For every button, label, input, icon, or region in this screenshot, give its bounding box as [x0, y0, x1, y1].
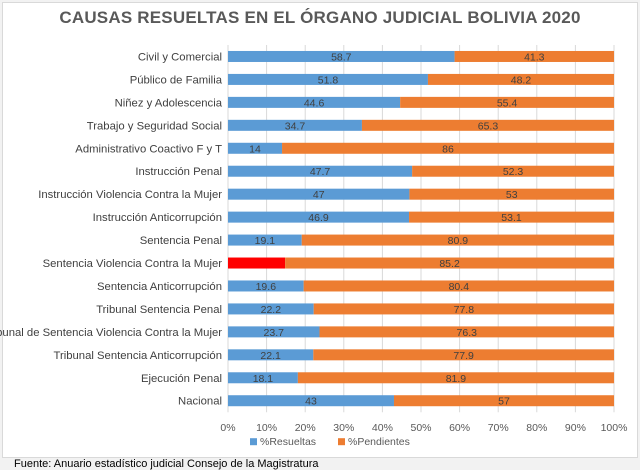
category-label: Sentencia Violencia Contra la Mujer: [43, 258, 223, 270]
source-note: Fuente: Anuario estadístico judicial Con…: [14, 458, 319, 470]
category-label: Trabajo y Seguridad Social: [87, 120, 222, 132]
bar-segment: [228, 395, 394, 407]
data-label: 44.6: [304, 97, 325, 109]
bar-segment: [228, 234, 302, 246]
data-label: 52.3: [503, 166, 524, 178]
bar-segment: [454, 50, 614, 62]
bar-segment: [228, 349, 314, 361]
category-label: Instrucción Anticorrupción: [93, 212, 222, 224]
bar-segment: [400, 96, 614, 108]
x-tick-label: 10%: [256, 422, 277, 434]
data-label: 53.1: [501, 212, 522, 224]
bar-segment: [319, 326, 614, 338]
category-label: Ejecución Penal: [141, 373, 222, 385]
bar-segment: [228, 211, 410, 223]
data-label: 76.3: [457, 327, 478, 339]
bar-segment: [297, 372, 614, 384]
data-label: 41.3: [524, 51, 545, 63]
category-label: Público de Familia: [130, 74, 223, 86]
x-tick-label: 40%: [372, 422, 393, 434]
legend-label: %Pendientes: [348, 436, 410, 448]
legend-swatch: [250, 438, 257, 446]
bar-segment: [301, 234, 614, 246]
bar-segment: [228, 165, 413, 177]
category-label: Instrucción Violencia Contra la Mujer: [38, 189, 222, 201]
x-tick-label: 60%: [449, 422, 470, 434]
data-label: 58.7: [331, 51, 352, 63]
data-label: 77.9: [453, 350, 474, 362]
bar-segment: [282, 142, 614, 154]
x-tick-label: 20%: [295, 422, 316, 434]
bar-segment: [285, 257, 614, 269]
bar-segment: [393, 395, 614, 407]
data-label: 43: [305, 396, 317, 408]
data-label: 46.9: [308, 212, 329, 224]
data-label: 80.4: [449, 281, 470, 293]
data-label: 48.2: [511, 74, 532, 86]
bar-segment: [228, 73, 428, 85]
bar-segment: [228, 119, 362, 131]
bar-segment: [427, 73, 614, 85]
data-label: 85.2: [439, 258, 460, 270]
bar-segment: [303, 280, 614, 292]
category-label: Nacional: [178, 396, 222, 408]
bar-segment: [228, 50, 455, 62]
data-label: 19.6: [256, 281, 277, 293]
data-label: 47.7: [310, 166, 331, 178]
bar-segment: [361, 119, 614, 131]
x-tick-label: 30%: [333, 422, 354, 434]
bar-segment: [409, 211, 614, 223]
data-label: 65.3: [478, 120, 499, 132]
category-label: Tribunal Sentencia Penal: [96, 304, 222, 316]
bar-segment: [313, 349, 614, 361]
x-tick-label: 90%: [565, 422, 586, 434]
bar-segment: [228, 372, 298, 384]
category-label: Civil y Comercial: [138, 51, 222, 63]
chart-title: CAUSAS RESUELTAS EN EL ÓRGANO JUDICIAL B…: [59, 8, 581, 27]
data-label: 18.1: [253, 373, 274, 385]
x-tick-label: 0%: [220, 422, 235, 434]
data-label: 23.7: [264, 327, 285, 339]
bar-segment: [313, 303, 614, 315]
legend-swatch: [338, 438, 345, 446]
data-label: 51.8: [318, 74, 339, 86]
data-label: 86: [442, 143, 454, 155]
data-label: 81.9: [446, 373, 467, 385]
legend-label: %Resueltas: [260, 436, 316, 448]
x-tick-label: 50%: [410, 422, 431, 434]
data-label: 47: [313, 189, 325, 201]
category-label: Tribunal Sentencia Anticorrupción: [53, 350, 222, 362]
bar-segment: [228, 303, 314, 315]
category-label: Tribunal de Sentencia Violencia Contra l…: [0, 327, 222, 339]
bar-segment: [228, 188, 410, 200]
category-label: Instrucción Penal: [135, 166, 222, 178]
data-label: 22.2: [261, 304, 282, 316]
category-label: Sentencia Anticorrupción: [97, 281, 222, 293]
data-label: 57: [498, 396, 510, 408]
bar-segment: [228, 280, 304, 292]
bar-segment: [228, 142, 283, 154]
data-label: 55.4: [497, 97, 518, 109]
category-label: Sentencia Penal: [140, 235, 222, 247]
category-label: Niñez y Adolescencia: [115, 97, 223, 109]
bar-segment: [228, 257, 286, 269]
data-label: 80.9: [448, 235, 469, 247]
category-label: Administrativo Coactivo F y T: [75, 143, 222, 155]
bar-segment: [228, 326, 320, 338]
bar-segment: [409, 188, 614, 200]
x-tick-label: 70%: [488, 422, 509, 434]
data-label: 19.1: [255, 235, 276, 247]
bar-segment: [412, 165, 614, 177]
data-label: 53: [506, 189, 518, 201]
data-label: 77.8: [454, 304, 475, 316]
data-label: 34.7: [285, 120, 306, 132]
x-tick-label: 80%: [526, 422, 547, 434]
data-label: 22.1: [260, 350, 281, 362]
x-tick-label: 100%: [601, 422, 628, 434]
data-label: 14: [249, 143, 261, 155]
bar-segment: [228, 96, 401, 108]
